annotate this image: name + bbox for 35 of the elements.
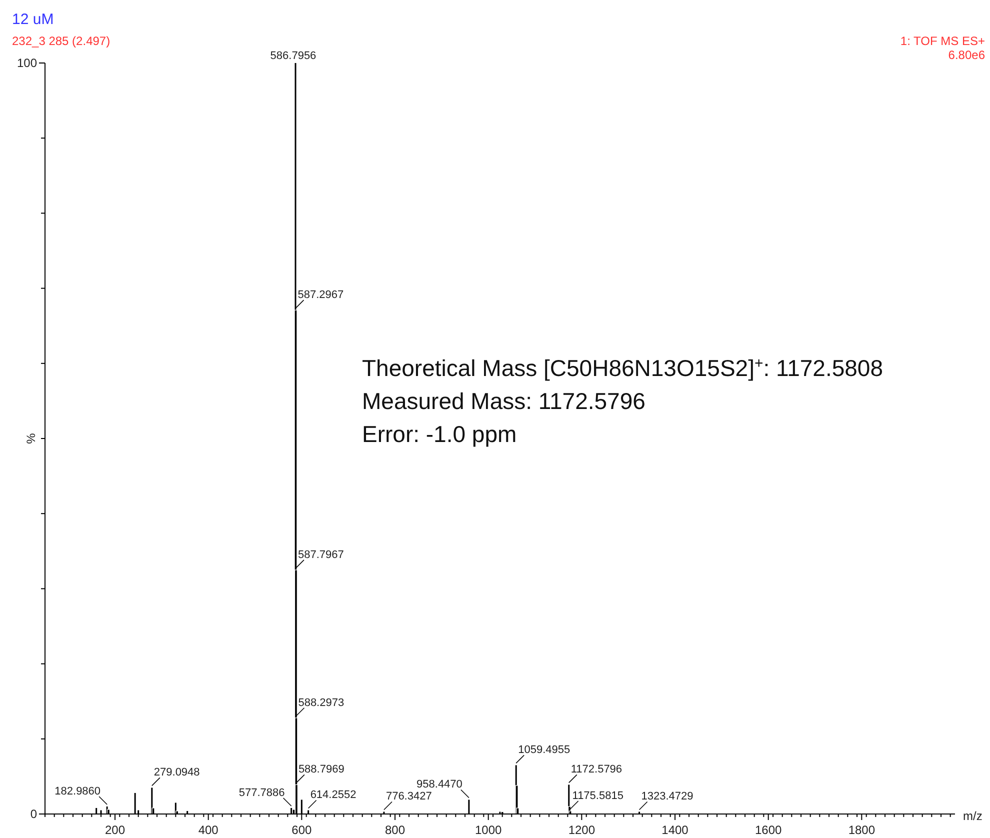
annotation: 588.7969 [298, 764, 344, 776]
annotation: 1323.4729 [641, 790, 694, 803]
annotation: Measured Mass: 1172.5796 [362, 388, 646, 414]
annotation: 1059.4955 [518, 744, 570, 756]
annotation: 958.4470 [416, 778, 462, 791]
y-tick-label: 0 [30, 807, 38, 821]
annotation: 614.2552 [310, 789, 356, 802]
y-axis-title: % [24, 432, 38, 444]
y-tick-label: 100 [16, 56, 38, 70]
annotation: Theoretical Mass [C50H86N13O15S2]$^{+}$: 1172.5808 [362, 354, 884, 381]
annotation: 1175.5815 [572, 790, 624, 802]
x-tick-label: 1400 [662, 823, 689, 837]
annotation: 587.2967 [298, 289, 344, 302]
chart-title: 12 uM [12, 11, 54, 28]
annotation: 588.2973 [298, 696, 344, 709]
x-tick-label: 400 [198, 823, 219, 837]
x-tick-label: 1000 [474, 823, 502, 837]
annotation: 577.7886 [238, 786, 285, 799]
chart-subtitle: 232_3 285 (2.497) [12, 34, 110, 48]
x-axis-title: m/z [963, 809, 982, 823]
annotation: 279.0948 [154, 766, 200, 779]
x-tick-label: 1200 [568, 823, 596, 837]
annotation: 776.3427 [386, 790, 432, 803]
x-tick-label: 1600 [754, 823, 782, 837]
annotation: 1172.5796 [570, 764, 622, 776]
annotation: 586.7956 [270, 50, 316, 62]
annotation: 587.7967 [298, 548, 344, 561]
x-tick-label: 1800 [848, 823, 876, 837]
annotation: 182.9860 [54, 785, 101, 798]
text: 6.80e6 [948, 48, 986, 62]
annotation: Error: -1.0 ppm [362, 421, 517, 447]
text: 1: TOF MS ES+ [900, 34, 985, 48]
x-tick-label: 200 [104, 823, 126, 837]
x-tick-label: 600 [292, 823, 312, 837]
x-tick-label: 800 [384, 823, 406, 837]
